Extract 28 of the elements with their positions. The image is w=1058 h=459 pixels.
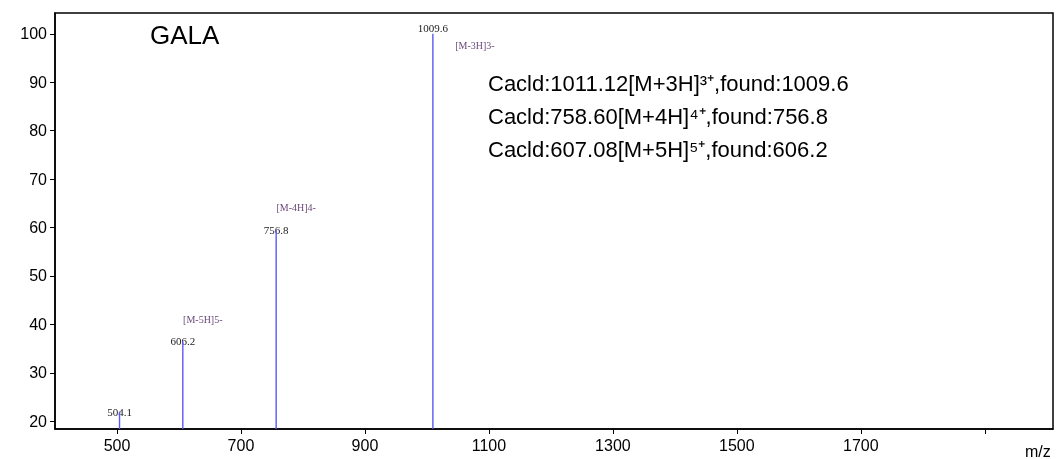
x-tick-label: 900 [351, 436, 379, 454]
annotation: 1009.6 [417, 21, 449, 34]
y-tick-label: 100 [20, 25, 48, 43]
y-tick-label: 50 [29, 267, 48, 285]
y-tick-label: 20 [29, 412, 48, 430]
x-tick-label: 1500 [719, 436, 755, 454]
annotation: [M-5H]5- [183, 313, 223, 325]
annotation: Cacld:758.60[M+4H]⁴⁺,found:756.8 [488, 103, 828, 129]
y-tick-label: 90 [29, 73, 48, 91]
annotation: 504.1 [107, 405, 132, 418]
annotation: [M-4H]4- [276, 202, 316, 214]
y-tick-label: 70 [29, 170, 48, 188]
x-tick-label: 1700 [843, 436, 879, 454]
annotation: [M-3H]3- [455, 40, 495, 52]
y-tick-label: 80 [29, 122, 48, 140]
x-axis-title: m/z [1025, 442, 1051, 459]
chart-title: GALA [150, 20, 221, 50]
annotation: 756.8 [263, 223, 290, 236]
x-tick-label: 1300 [595, 436, 631, 454]
y-tick-label: 40 [29, 315, 48, 333]
x-tick-label: 1100 [471, 436, 507, 454]
x-tick-label: 700 [227, 436, 255, 454]
y-tick-label: 60 [29, 219, 48, 237]
y-tick-label: 30 [29, 364, 48, 382]
annotation: Cacld:607.08[M+5H]⁵⁺,found:606.2 [488, 136, 828, 162]
annotation: 606.2 [170, 335, 196, 348]
x-tick-label: 500 [103, 436, 131, 454]
annotation: Cacld:1011.12[M+3H]³⁺,found:1009.6 [488, 70, 849, 96]
